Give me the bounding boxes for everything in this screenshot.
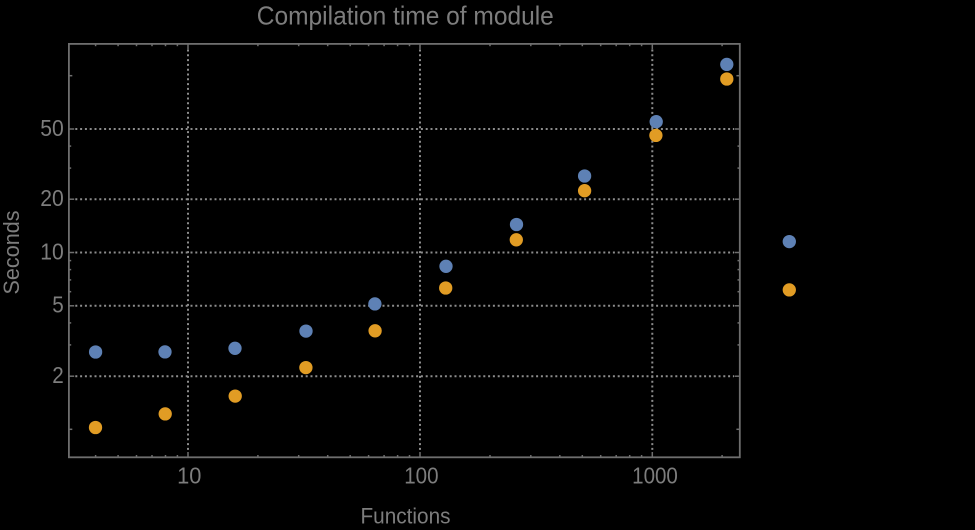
svg-text:Functions: Functions bbox=[361, 504, 451, 526]
svg-text:100: 100 bbox=[404, 463, 438, 489]
svg-text:2: 2 bbox=[52, 362, 64, 388]
svg-text:10: 10 bbox=[177, 463, 201, 489]
svg-text:20: 20 bbox=[40, 185, 64, 211]
svg-text:Compilation time of module: Compilation time of module bbox=[257, 1, 554, 31]
svg-text:50: 50 bbox=[40, 115, 64, 141]
svg-text:1000: 1000 bbox=[632, 463, 678, 489]
svg-text:Seconds: Seconds bbox=[0, 211, 24, 295]
svg-text:5: 5 bbox=[52, 292, 64, 318]
svg-text:10: 10 bbox=[40, 238, 64, 264]
